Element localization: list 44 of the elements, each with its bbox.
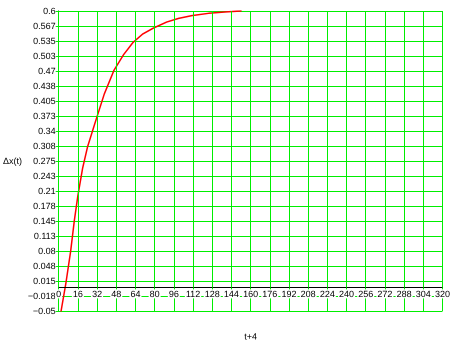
y-tick-label: 0.567 [33, 21, 56, 31]
x-tick-label: 64 [130, 288, 140, 299]
y-axis-title: Δx(t) [2, 156, 22, 166]
x-tick-label: 304 [416, 288, 431, 299]
y-tick-label: 0.438 [33, 81, 56, 91]
y-tick-label: 0.405 [33, 96, 56, 106]
x-tick-label: 320 [434, 288, 450, 299]
y-tick-label: 0.178 [33, 201, 56, 211]
y-tick-label: 0.535 [33, 36, 56, 46]
x-tick-label: 256 [358, 288, 374, 299]
y-tick-label: 0.21 [38, 186, 56, 196]
y-tick-label: 0.145 [33, 216, 56, 226]
x-tick-label: 16 [72, 288, 83, 299]
x-tick-label: 176 [262, 288, 278, 299]
x-tick-label: 0 [56, 288, 62, 299]
y-tick-label: 0.113 [34, 231, 56, 241]
x-tick-label: 208 [300, 288, 316, 299]
y-tick-label: 0.015 [33, 276, 56, 286]
y-tick-label: 0.275 [33, 156, 56, 166]
x-tick-label: 80 [150, 288, 160, 299]
y-tick-label: 0.08 [38, 246, 56, 256]
y-tick-label: 0.34 [38, 126, 56, 136]
y-tick-label: 0.6 [43, 6, 56, 16]
y-tick-label: −0.05 [32, 306, 56, 316]
y-tick-label: 0.373 [33, 111, 56, 121]
y-tick-label: 0.308 [33, 141, 56, 151]
y-tick-label: 0.243 [33, 171, 56, 181]
x-tick-label: 128 [204, 288, 220, 299]
x-tick-label: 192 [281, 288, 296, 299]
x-tick-label: 224 [320, 288, 335, 299]
x-tick-label: 48 [111, 288, 122, 299]
y-tick-label: −0.018 [28, 291, 56, 301]
x-tick-label: 96 [168, 288, 179, 299]
x-tick-label: 112 [186, 288, 200, 299]
x-tick-label: 288 [396, 288, 412, 299]
y-tick-label: 0.503 [33, 51, 56, 61]
x-tick-label: 160 [243, 288, 258, 299]
x-tick-label: 32 [92, 288, 102, 299]
x-tick-label: 240 [339, 288, 354, 299]
y-tick-label: 0.048 [33, 261, 56, 271]
x-tick-label: 272 [377, 288, 392, 299]
x-axis-title: t+4 [244, 332, 257, 342]
x-tick-label: 144 [224, 288, 239, 299]
y-tick-label: 0.47 [38, 66, 56, 76]
